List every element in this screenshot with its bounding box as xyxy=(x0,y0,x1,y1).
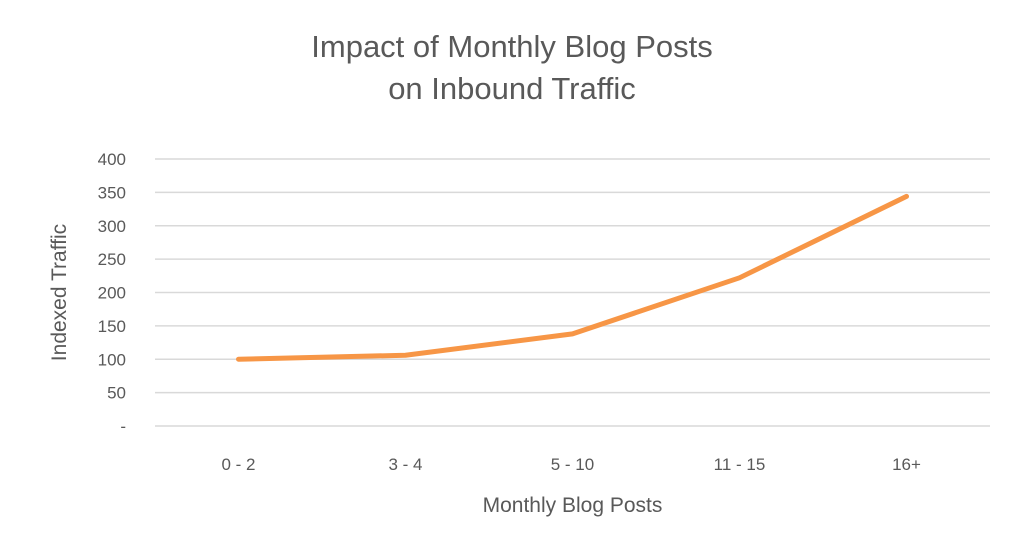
x-tick-label: 5 - 10 xyxy=(551,455,594,474)
x-axis-title: Monthly Blog Posts xyxy=(483,494,663,517)
y-tick-label: - xyxy=(120,417,126,436)
y-tick-label: 250 xyxy=(98,250,126,269)
gridlines xyxy=(155,158,990,427)
x-tick-label: 11 - 15 xyxy=(714,455,766,474)
y-tick-label: 300 xyxy=(98,217,126,236)
chart-title-line-1: Impact of Monthly Blog Posts xyxy=(311,29,713,64)
y-tick-label: 400 xyxy=(98,150,126,169)
chart-title-line-2: on Inbound Traffic xyxy=(388,71,636,106)
y-axis-title: Indexed Traffic xyxy=(48,224,71,361)
series-layer xyxy=(236,193,909,362)
y-axis-ticks: - 50 100 150 200 250 300 350 400 xyxy=(98,150,126,436)
y-tick-label: 50 xyxy=(107,384,126,403)
x-axis-ticks: 0 - 2 3 - 4 5 - 10 11 - 15 16+ xyxy=(221,455,921,474)
y-tick-label: 350 xyxy=(98,183,126,202)
x-tick-label: 16+ xyxy=(892,455,921,474)
chart-title: Impact of Monthly Blog Posts on Inbound … xyxy=(0,26,1024,110)
series-line xyxy=(236,193,909,362)
y-tick-label: 200 xyxy=(98,284,126,303)
x-tick-label: 3 - 4 xyxy=(388,455,422,474)
y-tick-label: 150 xyxy=(98,317,126,336)
y-tick-label: 100 xyxy=(98,350,126,369)
x-tick-label: 0 - 2 xyxy=(221,455,255,474)
